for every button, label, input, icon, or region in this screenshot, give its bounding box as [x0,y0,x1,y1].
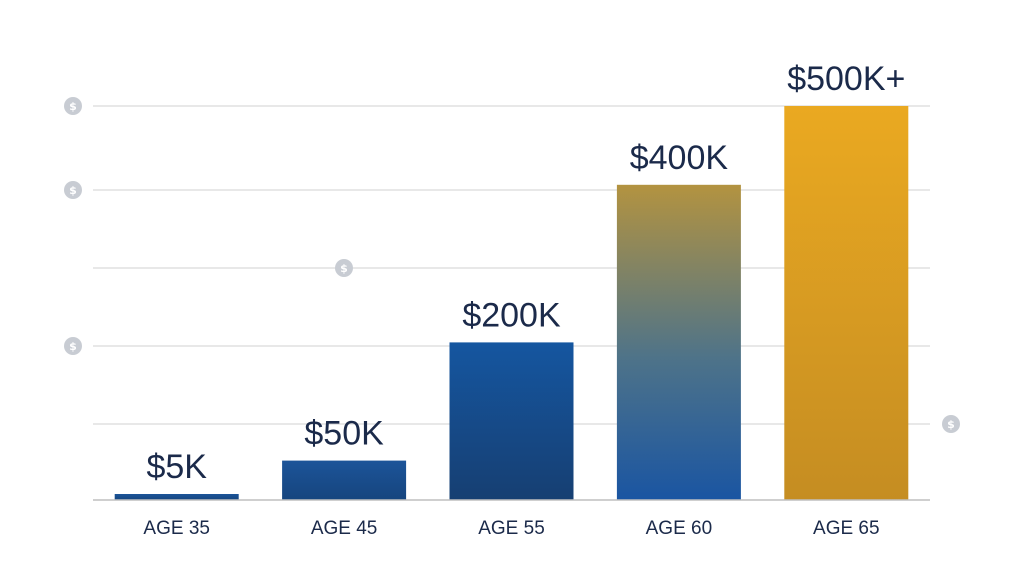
data-label: $200K [462,296,561,334]
dollar-coin-icon: $ [335,259,353,277]
dollar-coin-icon: $ [64,337,82,355]
svg-text:$: $ [69,100,77,113]
bar-age-55 [449,342,574,500]
decorative-coins: $ $ $ $ $ [64,97,960,433]
bars [114,106,909,501]
bar-age-65 [784,106,909,500]
data-label: $400K [630,139,729,177]
x-tick-label: AGE 55 [478,518,545,539]
x-tick-label: AGE 35 [143,518,210,539]
x-tick-label: AGE 60 [646,518,713,539]
svg-text:$: $ [69,184,77,197]
data-label: $50K [304,415,384,453]
x-tick-label: AGE 45 [311,518,378,539]
svg-text:$: $ [340,262,348,275]
dollar-coin-icon: $ [942,415,960,433]
bar-age-35 [114,494,239,500]
x-tick-label: AGE 65 [813,518,880,539]
bar-age-60 [616,184,741,501]
svg-text:$: $ [69,340,77,353]
data-label: $5K [146,448,207,486]
bar-age-45 [282,460,407,500]
x-axis-ticks: AGE 35 AGE 45 AGE 55 AGE 60 AGE 65 [143,518,879,539]
dollar-coin-icon: $ [64,97,82,115]
data-label: $500K+ [787,60,905,98]
dollar-coin-icon: $ [64,181,82,199]
data-labels: $5K $50K $200K $400K $500K+ [146,60,905,486]
svg-text:$: $ [947,418,955,431]
